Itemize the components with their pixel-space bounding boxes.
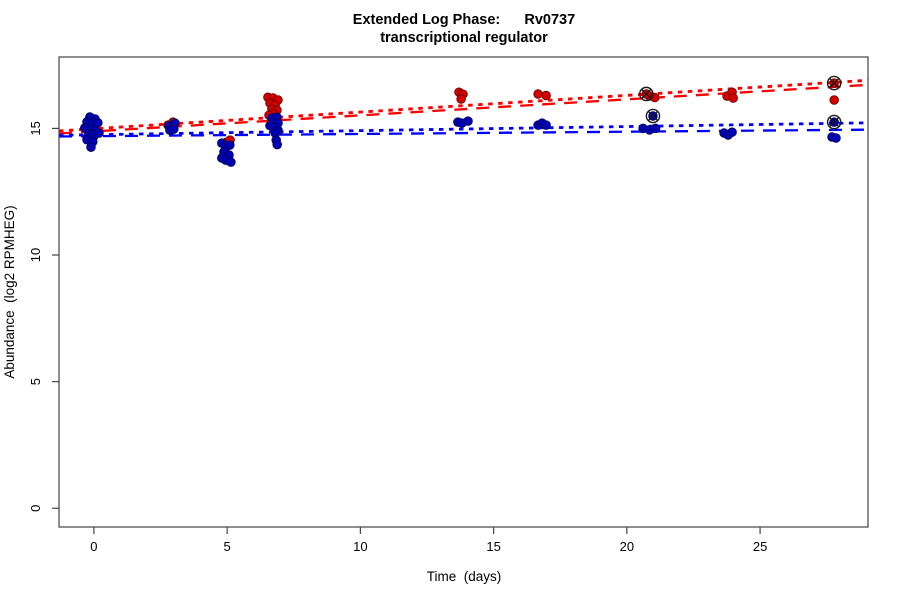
red-dashed-fit <box>58 83 869 135</box>
x-tick-label: 25 <box>753 539 767 554</box>
chart-title-line1: Extended Log Phase: Rv0737 <box>353 12 575 28</box>
data-point-blue-series <box>169 124 179 134</box>
data-point-blue-series <box>94 128 104 138</box>
data-point-blue-series <box>226 157 236 167</box>
data-points-layer <box>80 87 841 167</box>
circle-cross-icon <box>641 88 652 100</box>
flagged-points-layer <box>638 75 842 130</box>
data-point-red-series <box>533 89 543 99</box>
flagged-point-red-series <box>826 75 842 91</box>
data-point-blue-series <box>225 140 235 150</box>
x-tick-label: 15 <box>486 539 500 554</box>
y-tick-label: 5 <box>28 378 43 385</box>
chart-title-line2: transcriptional regulator <box>380 30 548 46</box>
data-point-blue-series <box>831 133 841 143</box>
data-point-blue-series <box>727 127 737 137</box>
data-point-blue-series <box>93 118 103 128</box>
x-axis-label: Time (days) <box>427 569 502 584</box>
blue-dashed-fit <box>58 128 869 138</box>
trend-lines-layer <box>58 78 869 138</box>
x-tick-label: 5 <box>224 539 231 554</box>
circle-cross-icon <box>826 75 842 91</box>
circle-cross-icon <box>828 116 840 128</box>
flagged-point-blue-series <box>826 114 842 130</box>
y-tick-label: 15 <box>28 121 43 135</box>
x-tick-label: 10 <box>353 539 367 554</box>
data-point-blue-series <box>463 116 473 126</box>
x-tick-label: 0 <box>90 539 97 554</box>
circle-cross-icon <box>647 110 659 122</box>
flagged-point-blue-series <box>645 108 661 124</box>
data-point-blue-series <box>541 120 551 130</box>
plot-box-border <box>58 56 869 528</box>
y-tick-label: 10 <box>28 248 43 262</box>
data-point-blue-series <box>272 139 282 150</box>
x-tick-label: 20 <box>620 539 634 554</box>
circle-cross-icon <box>826 114 842 130</box>
axes-layer: 0 5 10 15 20 25 0 5 10 15 <box>28 121 767 554</box>
y-axis-label: Abundance (log2 RPMHEG) <box>2 205 17 378</box>
data-point-red-series <box>728 93 738 103</box>
data-point-blue-series <box>650 123 661 134</box>
data-point-red-series <box>541 90 551 101</box>
y-tick-label: 0 <box>28 505 43 512</box>
circle-cross-icon <box>645 108 661 124</box>
data-point-blue-series <box>86 142 96 152</box>
circle-cross-icon <box>828 77 840 89</box>
data-point-red-series <box>829 95 839 105</box>
circle-cross-icon <box>638 86 654 102</box>
blue-dotted-fit <box>58 121 869 137</box>
flagged-point-red-series <box>638 86 654 102</box>
data-point-red-series <box>456 94 466 104</box>
